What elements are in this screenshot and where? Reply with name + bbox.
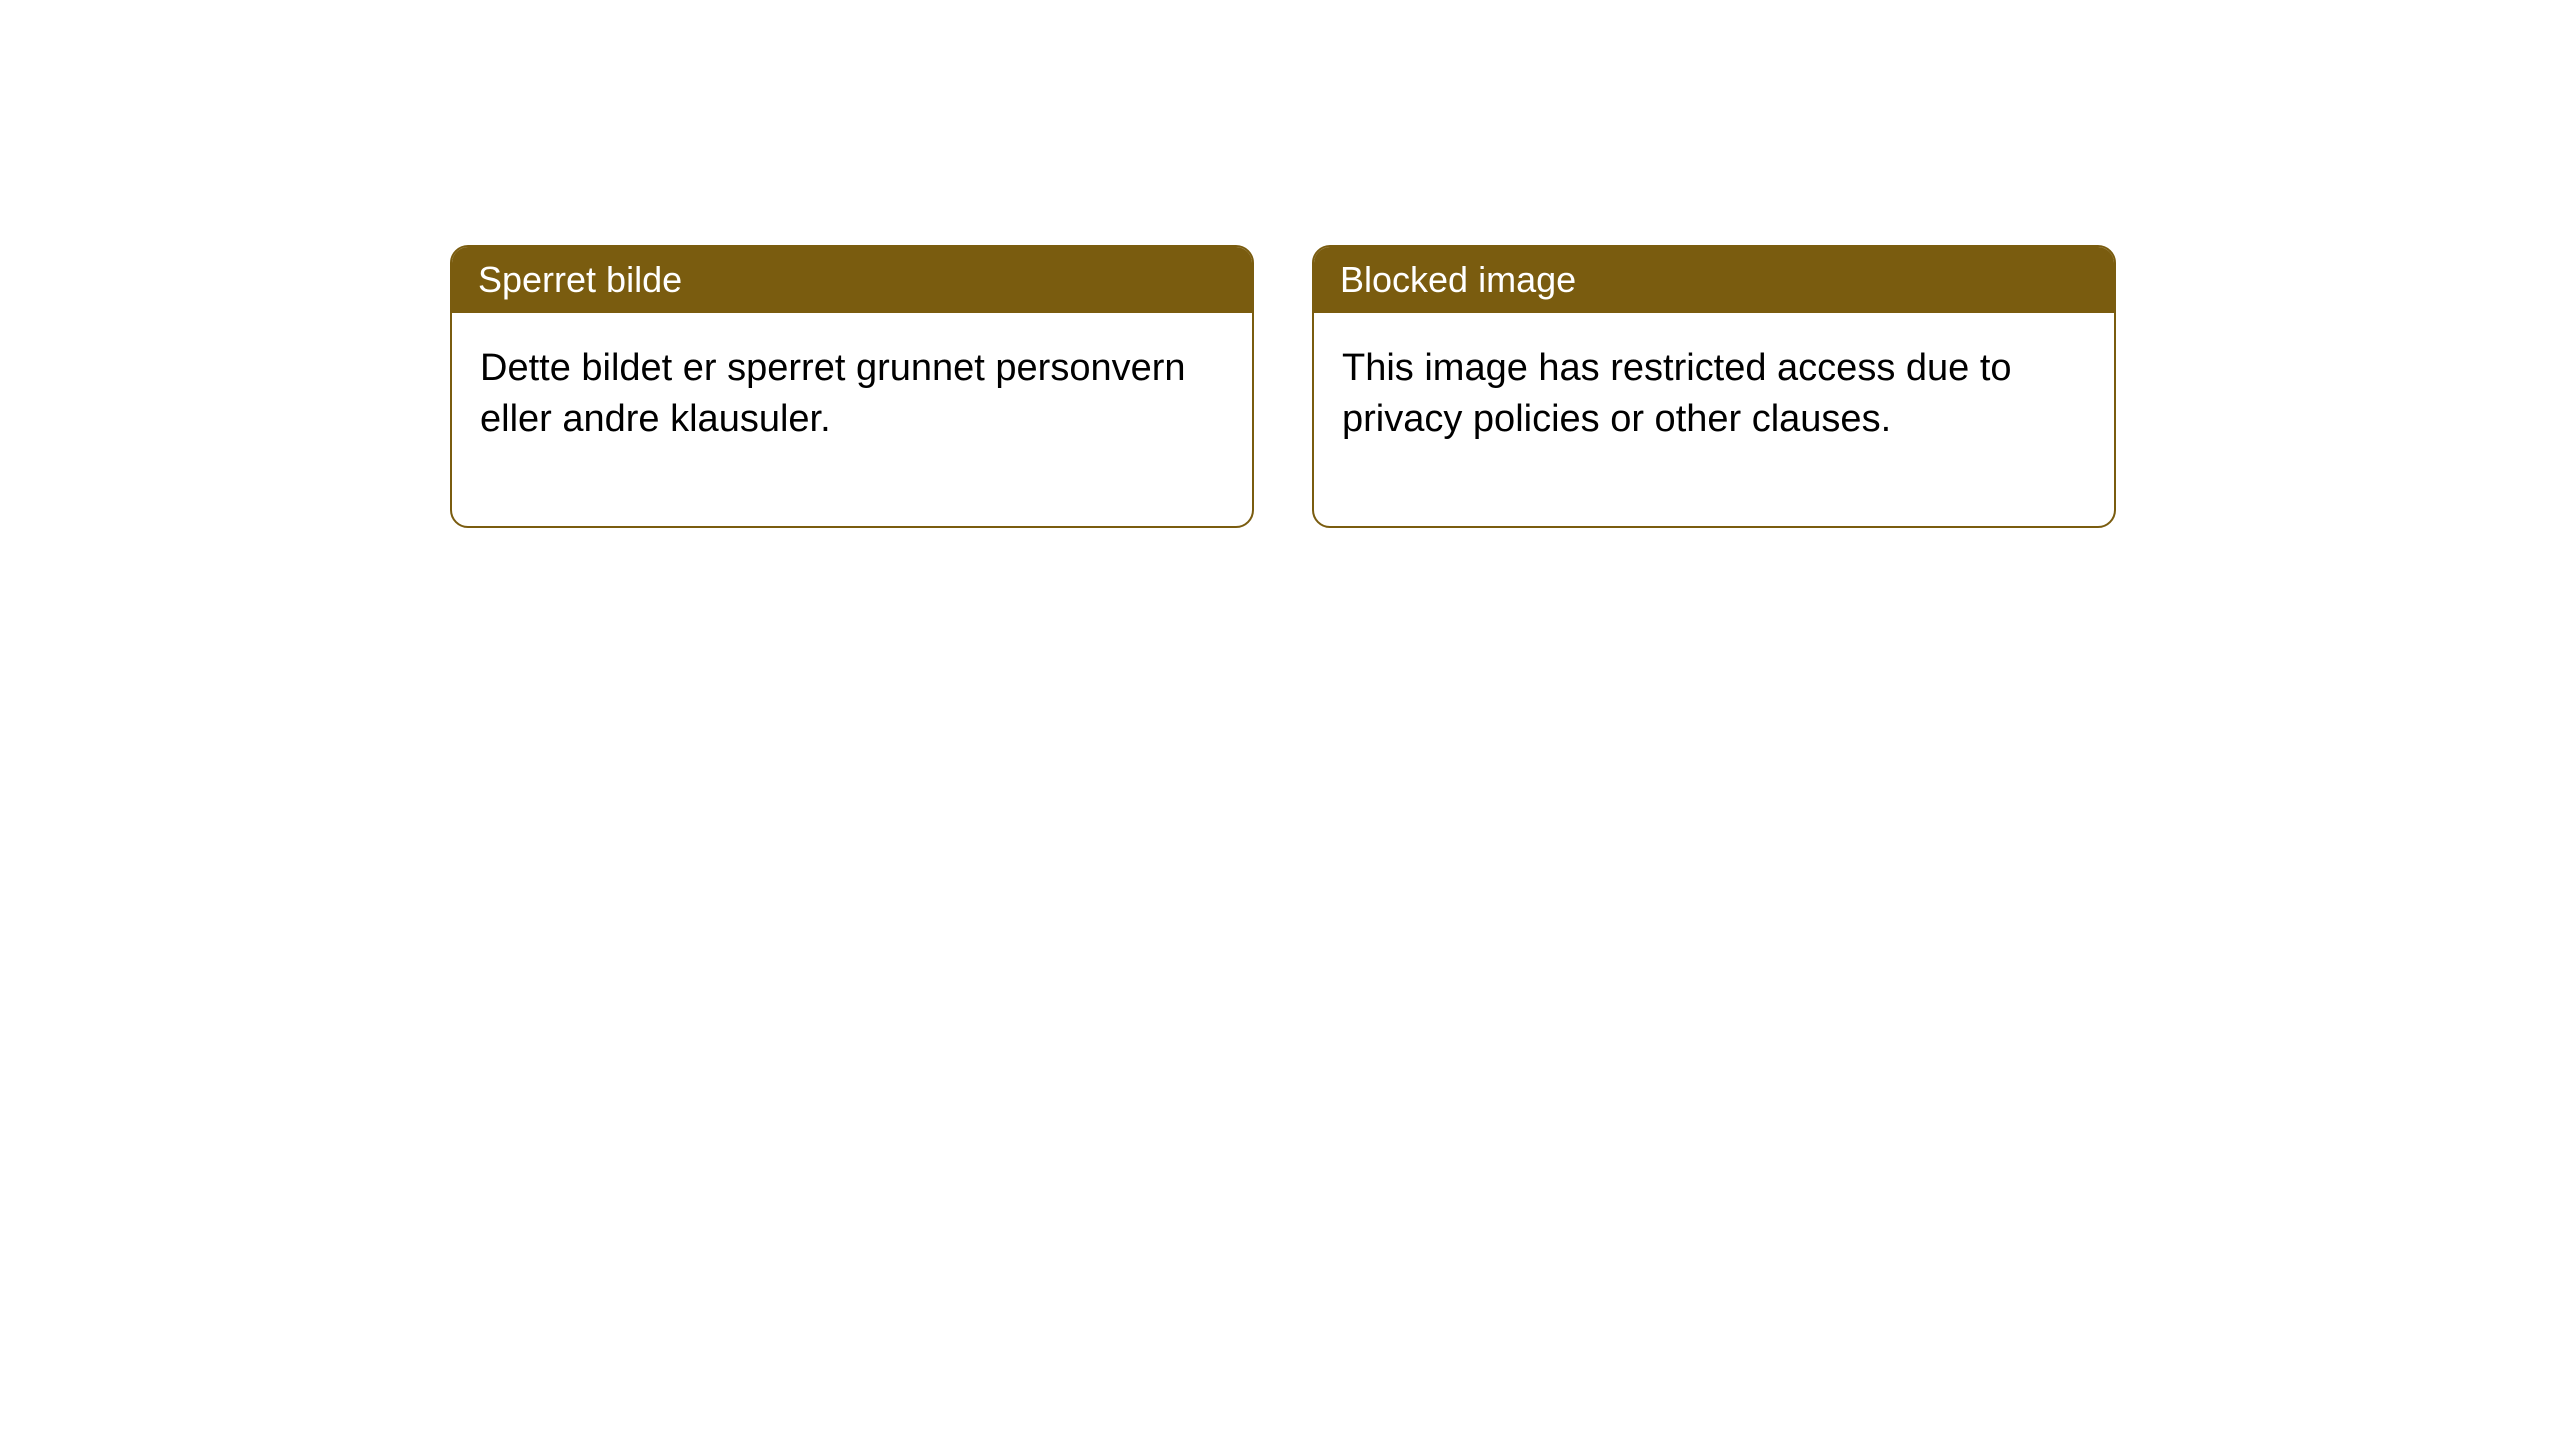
notice-card-english: Blocked image This image has restricted … bbox=[1312, 245, 2116, 528]
notice-header: Sperret bilde bbox=[452, 247, 1252, 313]
notice-card-norwegian: Sperret bilde Dette bildet er sperret gr… bbox=[450, 245, 1254, 528]
notice-header: Blocked image bbox=[1314, 247, 2114, 313]
notice-container: Sperret bilde Dette bildet er sperret gr… bbox=[450, 245, 2116, 528]
notice-body: This image has restricted access due to … bbox=[1314, 313, 2114, 526]
notice-body: Dette bildet er sperret grunnet personve… bbox=[452, 313, 1252, 526]
